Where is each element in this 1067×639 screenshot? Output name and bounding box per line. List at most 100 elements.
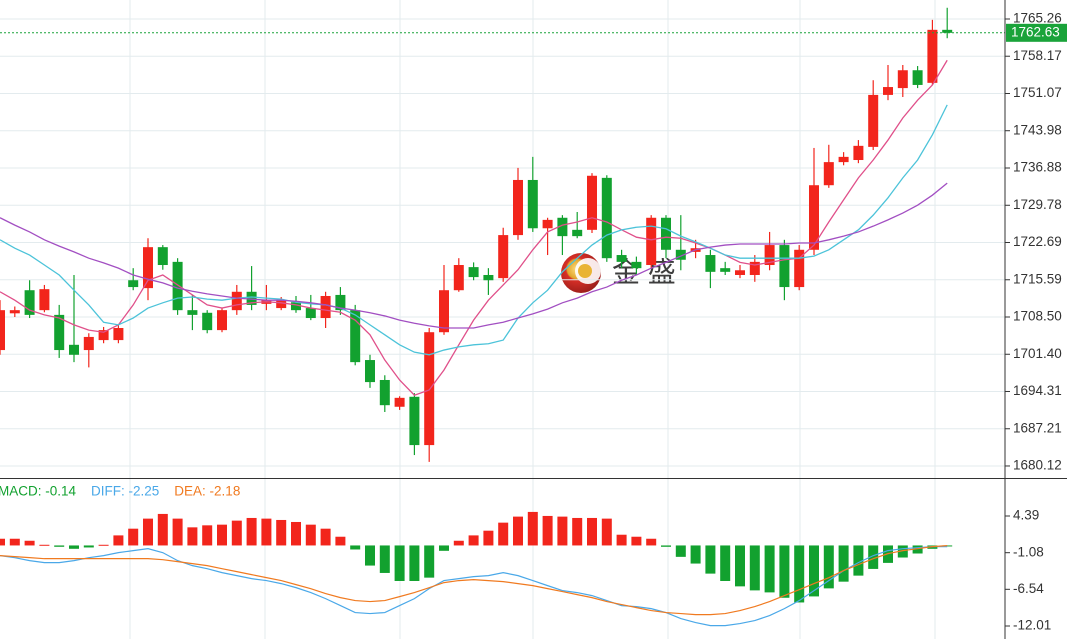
macd-bar (838, 545, 849, 582)
macd-bar (513, 516, 523, 546)
last-price-label: 1762.63 (1011, 24, 1060, 39)
macd-bar (868, 545, 879, 569)
candle-body (365, 360, 375, 383)
macd-bar (113, 535, 124, 546)
macd-bar (187, 527, 198, 546)
macd-bar (276, 519, 287, 546)
candle-body (868, 94, 879, 147)
macd-bar (661, 545, 671, 547)
candle-body (291, 302, 301, 311)
macd-bar (601, 518, 612, 546)
candle-body (172, 261, 183, 311)
macd-bar (631, 536, 642, 546)
candle-body (0, 310, 5, 351)
macd-bar (779, 545, 790, 598)
candle-body (98, 330, 109, 341)
candle-body (379, 379, 390, 406)
indicator-line (0, 545, 948, 616)
candle-body (779, 245, 790, 288)
vertical-grid (129, 0, 936, 639)
macd-bar (542, 515, 553, 546)
candle-body (764, 245, 775, 266)
macd-bar (424, 545, 435, 578)
y-tick-label: 4.39 (1013, 508, 1039, 523)
macd-bar (157, 513, 168, 546)
candle-body (54, 314, 65, 351)
macd-bar (98, 544, 109, 546)
candle-body (513, 179, 523, 236)
candle-body (335, 294, 346, 311)
y-tick-label: -12.01 (1013, 618, 1051, 633)
legend-entry: MACD: -0.14 (0, 484, 77, 499)
moving-average-line (0, 104, 948, 356)
candle-body (157, 247, 168, 266)
candle-body (24, 290, 35, 315)
macd-bar (453, 540, 464, 546)
macd-bar (231, 520, 242, 546)
macd-pane (0, 511, 953, 627)
macd-bar (261, 518, 272, 546)
legend-entry: DIFF: -2.25 (91, 484, 159, 499)
macd-bar (749, 545, 760, 591)
macd-bar (54, 545, 65, 547)
macd-bar (557, 516, 568, 546)
macd-bar (572, 517, 583, 546)
candle-body (542, 219, 553, 229)
candle-body (720, 268, 731, 272)
y-tick-label: 1729.78 (1013, 197, 1062, 212)
candle-body (350, 310, 361, 363)
candle-body (128, 280, 139, 288)
y-tick-label: -1.08 (1013, 544, 1044, 559)
candle-body (646, 217, 657, 266)
price-pane (0, 7, 1005, 467)
macd-bar (202, 525, 213, 546)
y-tick-label: 1722.69 (1013, 234, 1062, 249)
y-tick-label: -6.54 (1013, 581, 1044, 596)
y-tick-label: 1701.40 (1013, 346, 1062, 361)
candle-body (498, 235, 509, 279)
candle-body (927, 29, 938, 83)
macd-bar (823, 545, 834, 589)
y-tick-label: 1694.31 (1013, 383, 1062, 398)
macd-bar (498, 522, 509, 546)
macd-bar (320, 528, 331, 546)
candle-body (69, 344, 79, 355)
candle-body (320, 295, 331, 319)
candle-body (661, 217, 671, 250)
candle-body (483, 274, 494, 281)
macd-bar (394, 545, 405, 581)
candle-body (202, 312, 213, 331)
macd-bar (69, 545, 79, 549)
macd-bar (143, 518, 153, 546)
macd-bar (809, 545, 819, 597)
y-tick-label: 1758.17 (1013, 48, 1062, 63)
candle-body (838, 156, 849, 163)
candle-body (187, 310, 198, 315)
macd-bar (409, 545, 420, 581)
candle-body (453, 265, 464, 291)
candle-body (572, 229, 583, 237)
macd-bar (39, 544, 50, 546)
macd-bar (483, 530, 494, 546)
macd-bar (616, 534, 627, 546)
candle-body (749, 261, 760, 275)
candle-body (631, 261, 642, 269)
candle-body (601, 177, 612, 259)
candle-body (809, 185, 819, 250)
candle-body (616, 255, 627, 262)
macd-bar (853, 545, 864, 576)
macd-bar (365, 545, 375, 566)
candle-body (853, 145, 864, 161)
macd-bar (794, 545, 805, 603)
candle-body (823, 162, 834, 186)
macd-bar (527, 511, 538, 546)
candle-body (897, 70, 908, 89)
candle-body (39, 289, 50, 311)
candle-body (424, 332, 435, 446)
macd-bar (705, 545, 716, 574)
macd-bar (0, 538, 5, 546)
candle-body (468, 267, 479, 278)
y-tick-label: 1765.26 (1013, 11, 1062, 26)
macd-bar (128, 528, 139, 546)
candle-body (305, 308, 316, 319)
